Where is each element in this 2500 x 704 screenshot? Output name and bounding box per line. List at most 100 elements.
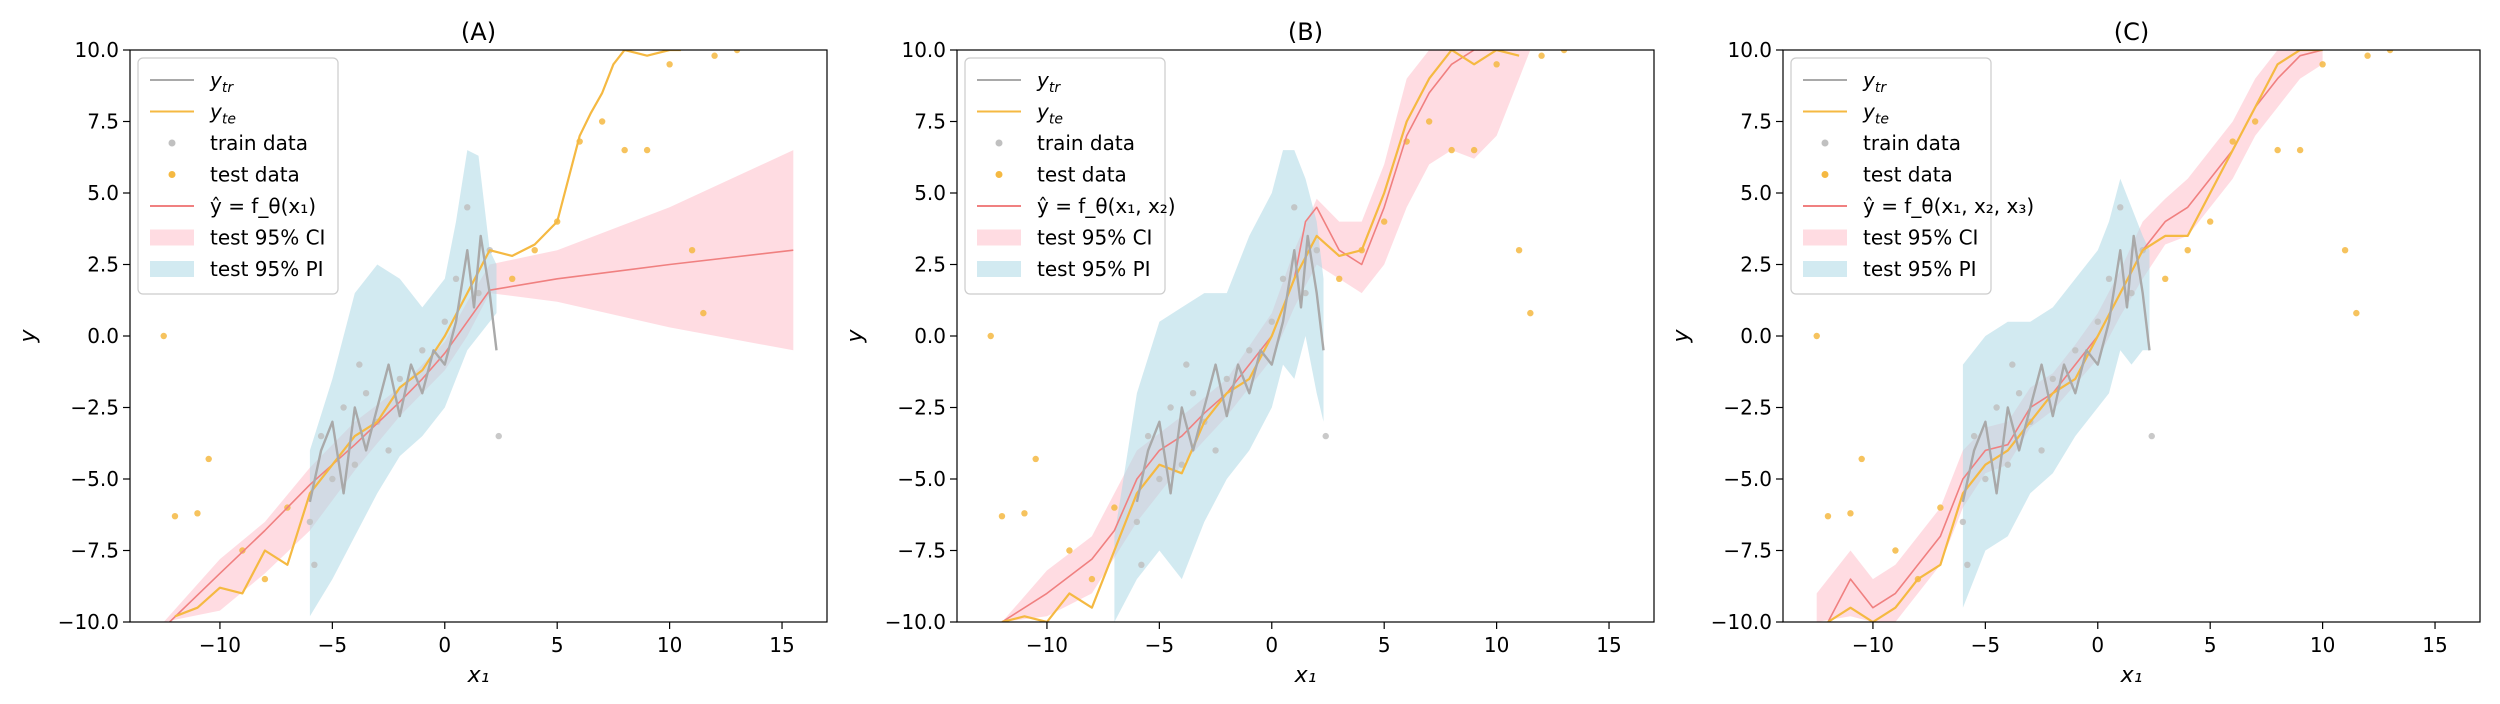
test-point [261,575,269,583]
test-point [1858,455,1865,463]
train-point [317,432,325,440]
train-point [1156,475,1163,483]
y-tick-label: 0.0 [1740,324,1772,348]
train-line [1961,234,2151,503]
legend-label: test 95% CI [210,226,325,250]
prediction-line [168,249,794,622]
legend-patch-marker [1803,261,1847,277]
train-point [306,518,314,526]
test-point [998,512,1006,520]
y-tick-label: −7.5 [70,539,119,563]
test-point [1111,504,1118,511]
test-point [1527,309,1534,317]
x-tick-label: 15 [1596,633,1621,657]
legend-dot-marker [1821,139,1829,147]
train-point [475,289,482,297]
y-tick-label: −7.5 [897,539,946,563]
legend-dot-marker [168,139,176,147]
test-point [171,512,179,520]
test-point [1538,52,1545,59]
train-point [1223,375,1231,383]
train-point [1183,361,1190,368]
train-point [356,361,363,368]
train-point [2015,390,2023,397]
train-point [441,318,448,325]
train-line [308,234,498,503]
test-point [2386,50,2394,54]
legend-label: test 95% PI [1863,257,1977,281]
x-tick-label: 15 [2422,633,2447,657]
chart-panel-2: −10 −5 0 5 10 15 −10.0 −7.5 −5.0 −2.5 0.0 2.5 5.0 7.5… [1669,18,2481,688]
train-point [351,461,359,468]
train-point [1993,404,2000,411]
legend: ytr yte train data test data ŷ = f_θ(x₁, x₂,… [1790,57,2034,295]
y-axis-label: y [843,329,868,344]
test-point [1493,61,1500,68]
test-point [2206,218,2214,225]
plot-area [1813,50,2394,622]
y-tick-label: −2.5 [897,396,946,420]
train-point [2072,347,2079,354]
y-tick-label: −5.0 [70,467,119,491]
test-point [1824,512,1832,520]
x-tick-label: −10 [1852,633,1894,657]
test-point [1560,50,1568,54]
test-point [1937,504,1944,511]
y-tick-label: −2.5 [70,396,119,420]
x-tick-label: 0 [1265,633,1278,657]
y-tick-label: 2.5 [1740,253,1772,277]
train-point [1964,561,1971,568]
y-axis-label: y [16,329,41,344]
legend-label: test 95% CI [1037,226,1152,250]
legend-label: test 95% PI [210,257,324,281]
train-point [2004,461,2012,468]
train-point [1144,432,1152,440]
train-point [1313,247,1320,254]
y-tick-label: 10.0 [901,38,946,62]
legend-patch-marker [150,261,194,277]
chart-title: (A) [461,18,496,46]
x-tick-label: 5 [1378,633,1391,657]
x-axis-label: x₁ [2120,663,2143,688]
y-tick-label: 5.0 [87,181,119,205]
test-point [2353,309,2360,317]
y-tick-label: 7.5 [914,110,946,134]
legend-label: train data [210,131,308,155]
x-tick-label: 0 [438,633,451,657]
legend-dot-marker [995,139,1003,147]
chart-panel-0: −10 −5 0 5 10 15 −10.0 −7.5 −5.0 −2.5 0.0 2.5 5.0 7.5… [16,18,828,688]
pi-band [1114,150,1324,622]
plot-area [160,50,794,622]
legend-dot-marker [995,171,1003,178]
train-point [1268,318,1275,325]
y-tick-label: 5.0 [914,181,946,205]
train-point [2105,275,2113,282]
legend-patch-marker [977,261,1021,277]
test-point [2184,247,2191,254]
x-tick-label: 15 [769,633,794,657]
train-point [2148,432,2155,440]
legend-patch-marker [1803,229,1847,246]
train-point [2009,361,2016,368]
legend-label: test data [1863,163,1953,187]
test-point [1813,332,1820,340]
y-tick-label: 2.5 [914,253,946,277]
test-point [2341,247,2349,254]
pi-band [1962,178,2150,608]
y-tick-label: 10.0 [74,38,119,62]
chart-title: (B) [1288,18,1323,46]
legend-label: ŷ = f_θ(x₁, x₂) [1037,194,1176,218]
y-tick-label: −10.0 [885,610,946,634]
train-point [464,204,471,211]
legend: ytr yte train data test data ŷ = f_θ(x₁, x₂)… [964,57,1176,295]
legend-patch-marker [150,229,194,246]
test-point [531,247,538,254]
y-tick-label: 0.0 [87,324,119,348]
test-point [621,146,628,154]
legend-label: ŷ = f_θ(x₁) [210,194,316,218]
test-point [598,118,606,125]
test-point [2319,61,2326,68]
train-point [311,561,318,568]
test-point [711,52,718,59]
x-tick-label: −5 [1971,633,2000,657]
